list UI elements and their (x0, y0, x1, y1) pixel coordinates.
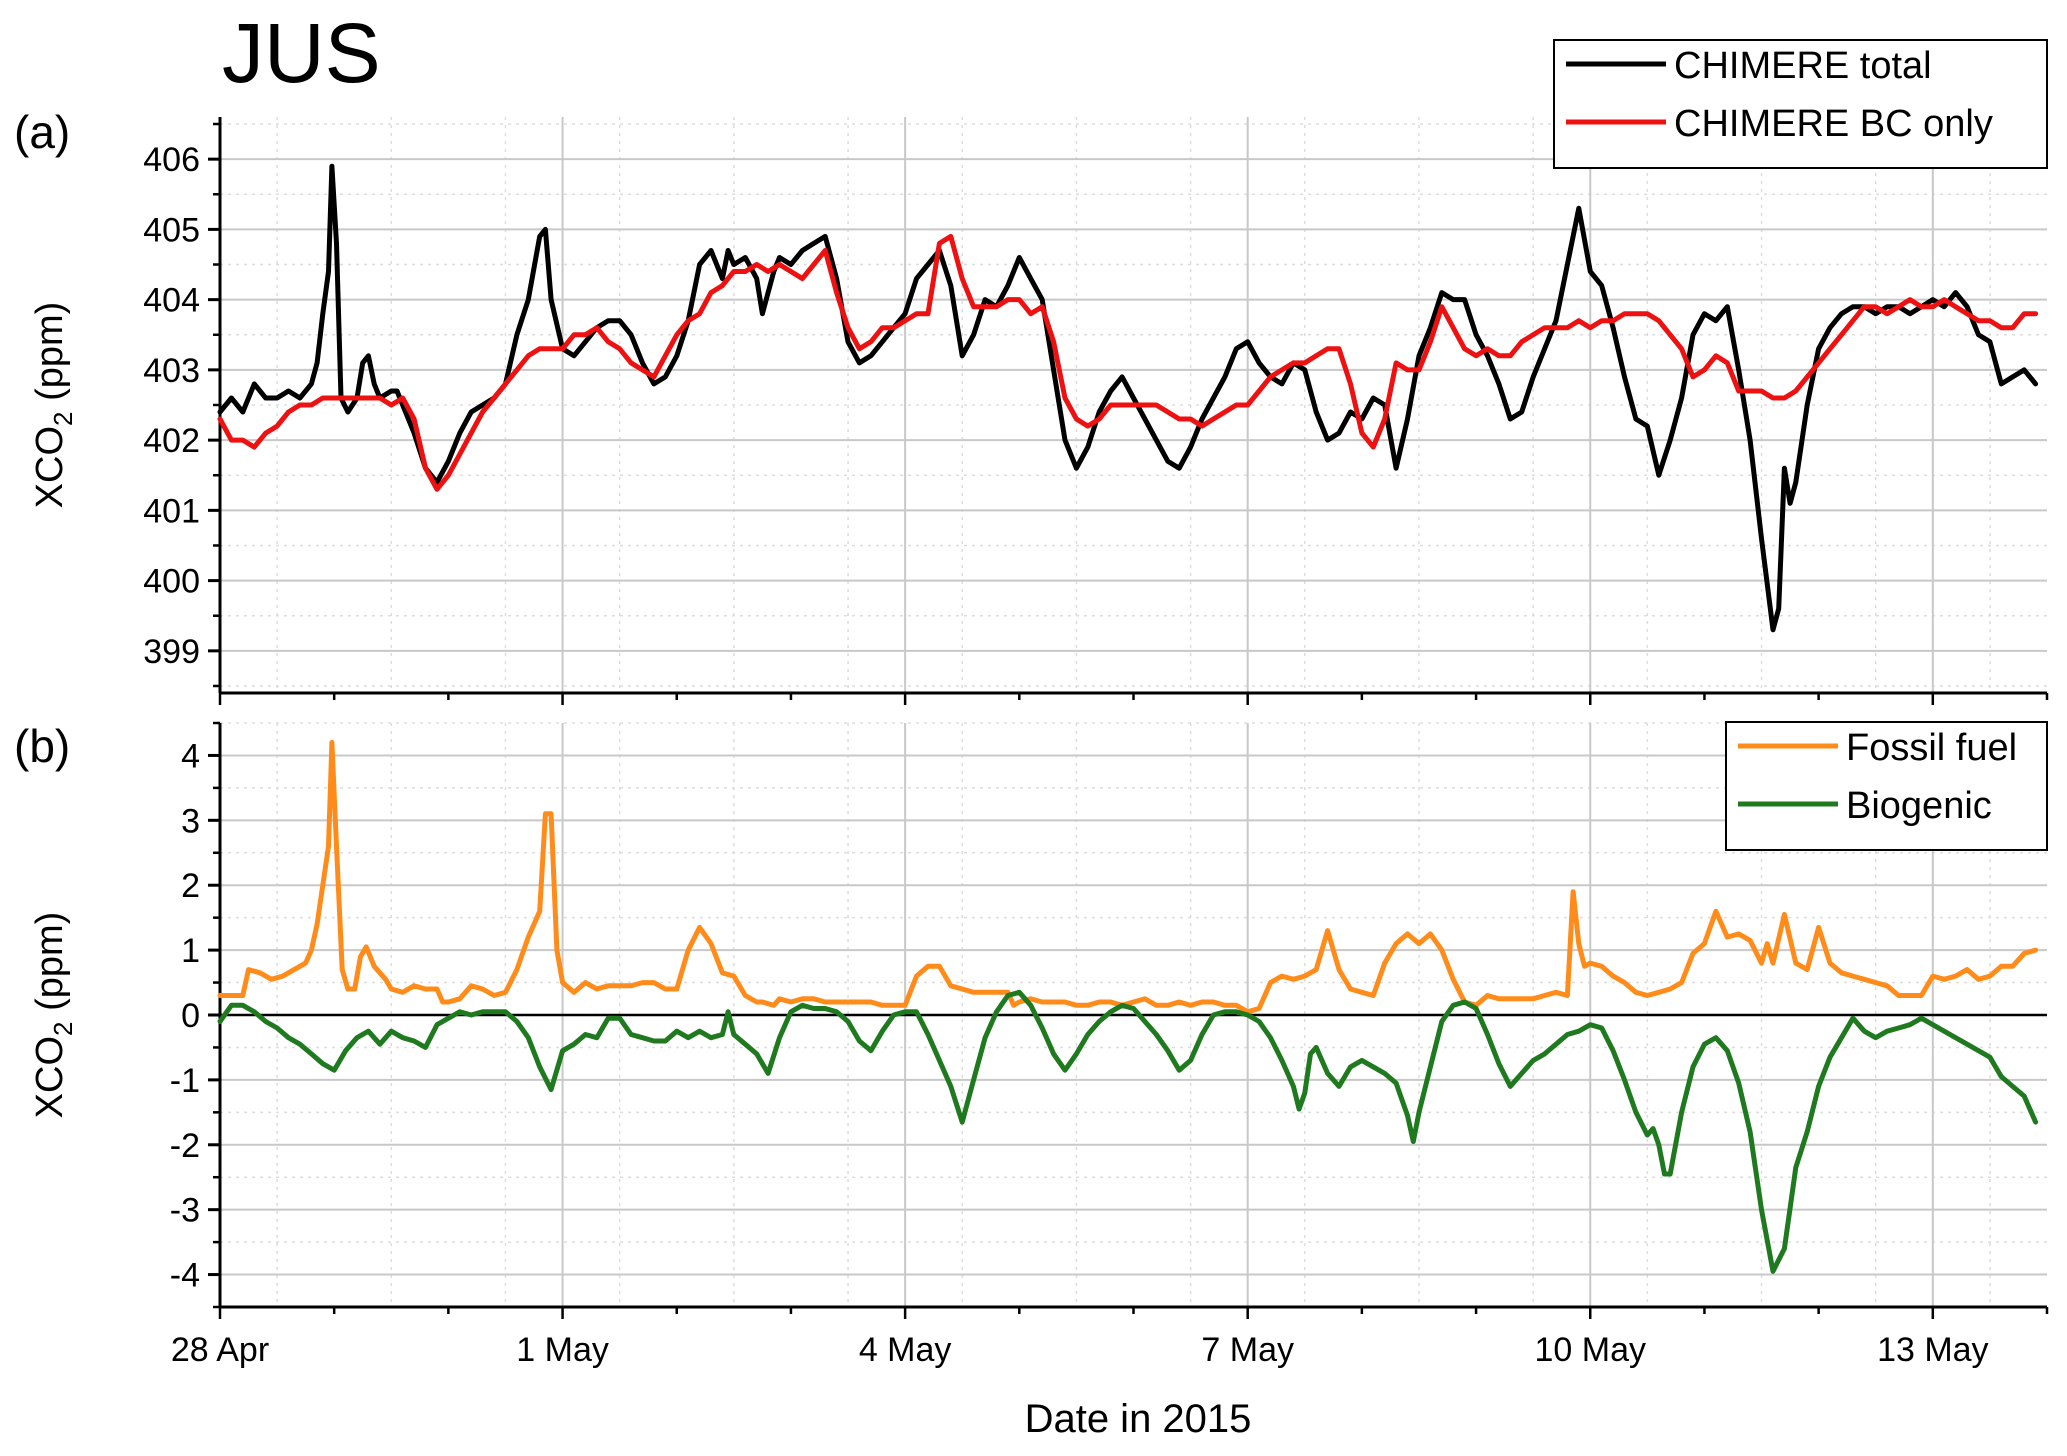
y-title-main: XCO (29, 1036, 71, 1118)
x-tick-label: 7 May (1201, 1331, 1294, 1369)
panel-b-legend-box (1725, 721, 2048, 851)
y-title-unit: (ppm) (29, 302, 71, 412)
panel-a-ytick-label: 400 (143, 563, 200, 601)
x-tick-label: 1 May (516, 1331, 609, 1369)
y-title-subscript: 2 (48, 1021, 78, 1035)
legend-label-chimere-total: CHIMERE total (1674, 45, 1932, 87)
panel-b-ytick-label: -1 (170, 1062, 200, 1100)
panel-a-ytick-label: 405 (143, 211, 200, 249)
panel-a-ytick-label: 402 (143, 422, 200, 460)
panel-a-ytick-label: 404 (143, 282, 200, 320)
legend-label-biogenic: Biogenic (1846, 785, 1992, 827)
panel-b-ytick-label: 3 (181, 802, 200, 840)
series-line-chimere-bc-only (217, 233, 2039, 492)
x-axis-title: Date in 2015 (1025, 1397, 1252, 1441)
panel-a-ytick-label: 403 (143, 352, 200, 390)
panel-b-ytick-label: 0 (181, 997, 200, 1035)
y-title-unit: (ppm) (29, 912, 71, 1022)
panel-a-legend-box (1553, 39, 2048, 169)
x-tick-label: 10 May (1535, 1331, 1647, 1369)
panel-a-ytick-label: 406 (143, 141, 200, 179)
legend-label-chimere-bc-only: CHIMERE BC only (1674, 103, 1993, 145)
panel-b-y-axis-title: XCO2 (ppm) (29, 912, 78, 1119)
series-line-fossil-fuel (217, 740, 2039, 1015)
panel-b: -4 -3 -2 -1 0 1 2 3 4 28 Apr 1 May 4 May 7 May 10 May… (14, 720, 2049, 1369)
panel-b-ytick-label: -3 (170, 1192, 200, 1230)
x-tick-label: 4 May (859, 1331, 952, 1369)
panel-a-y-axis-title: XCO2 (ppm) (29, 302, 78, 509)
panel-b-ytick-label: 1 (181, 932, 200, 970)
panel-b-ytick-label: -2 (170, 1127, 200, 1165)
x-tick-label: 28 Apr (171, 1331, 269, 1369)
legend-label-fossil-fuel: Fossil fuel (1846, 727, 2017, 769)
panel-b-ytick-label: 4 (181, 737, 200, 775)
panel-b-ytick-label: -4 (170, 1257, 200, 1295)
panel-a-ytick-label: 399 (143, 633, 200, 671)
y-title-main: XCO (29, 426, 71, 508)
series-line-chimere-total (217, 163, 2039, 633)
panel-a-ytick-label: 401 (143, 492, 200, 530)
y-title-subscript: 2 (48, 411, 78, 425)
panel-b-ytick-label: 2 (181, 867, 200, 905)
series-line-biogenic (217, 989, 2039, 1274)
panel-a-letter: (a) (14, 106, 70, 158)
panel-a: 399 400 401 402 403 404 405 406 XCO2 (ppm) (a) CHI… (14, 39, 2049, 705)
x-tick-label: 13 May (1877, 1331, 1989, 1369)
panel-b-letter: (b) (14, 720, 70, 772)
chart-site-title: JUS (222, 6, 381, 100)
